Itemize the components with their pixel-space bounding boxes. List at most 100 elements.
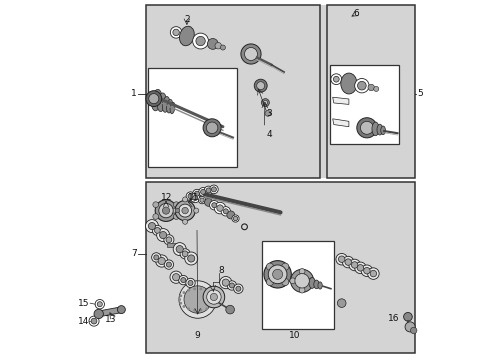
Circle shape xyxy=(187,307,190,310)
Ellipse shape xyxy=(380,126,385,135)
Circle shape xyxy=(220,45,225,50)
Circle shape xyxy=(194,191,199,196)
Circle shape xyxy=(166,237,171,243)
Circle shape xyxy=(264,111,270,116)
Circle shape xyxy=(193,287,196,290)
Circle shape xyxy=(354,262,366,274)
Circle shape xyxy=(199,309,202,312)
Circle shape xyxy=(187,194,193,199)
Circle shape xyxy=(155,255,167,267)
Circle shape xyxy=(299,269,305,274)
Circle shape xyxy=(338,256,344,262)
Text: 5: 5 xyxy=(416,89,422,98)
Ellipse shape xyxy=(340,73,356,94)
Ellipse shape xyxy=(308,278,315,288)
Circle shape xyxy=(148,94,159,104)
Circle shape xyxy=(171,208,176,213)
Circle shape xyxy=(290,269,313,292)
Circle shape xyxy=(193,309,196,312)
Circle shape xyxy=(153,202,158,207)
Text: 12: 12 xyxy=(161,193,172,202)
Bar xyxy=(261,241,334,329)
Text: 2: 2 xyxy=(183,15,189,24)
Bar xyxy=(329,65,399,144)
Circle shape xyxy=(373,86,378,91)
Ellipse shape xyxy=(371,122,378,136)
Text: 7: 7 xyxy=(130,249,136,258)
Circle shape xyxy=(219,276,231,289)
Circle shape xyxy=(360,121,373,134)
Circle shape xyxy=(192,195,197,201)
Circle shape xyxy=(356,265,363,271)
Circle shape xyxy=(170,27,182,38)
Circle shape xyxy=(367,84,374,91)
Circle shape xyxy=(152,225,162,235)
Text: 3: 3 xyxy=(265,109,271,118)
Circle shape xyxy=(187,289,190,292)
Circle shape xyxy=(226,211,234,219)
Bar xyxy=(148,68,237,167)
Circle shape xyxy=(356,118,376,138)
Bar xyxy=(145,5,415,178)
Ellipse shape xyxy=(157,93,166,112)
Circle shape xyxy=(409,327,416,334)
Circle shape xyxy=(281,263,288,270)
Circle shape xyxy=(210,293,217,301)
Circle shape xyxy=(204,186,212,195)
Circle shape xyxy=(263,100,267,105)
Circle shape xyxy=(166,262,171,267)
Circle shape xyxy=(210,305,212,308)
Circle shape xyxy=(351,262,357,268)
Circle shape xyxy=(210,291,212,294)
Circle shape xyxy=(214,202,225,214)
Circle shape xyxy=(182,207,188,214)
Circle shape xyxy=(214,298,217,301)
Text: 8: 8 xyxy=(218,266,224,275)
Circle shape xyxy=(154,228,160,233)
Text: 1: 1 xyxy=(130,89,136,98)
Circle shape xyxy=(227,281,236,290)
Circle shape xyxy=(211,203,216,208)
Bar xyxy=(145,5,320,178)
Circle shape xyxy=(337,299,346,307)
Bar xyxy=(167,243,180,247)
Circle shape xyxy=(233,216,237,221)
Circle shape xyxy=(159,203,173,218)
Circle shape xyxy=(333,76,339,82)
Circle shape xyxy=(145,220,158,233)
Ellipse shape xyxy=(151,89,162,111)
Bar xyxy=(145,182,415,353)
Circle shape xyxy=(264,261,291,288)
Text: 14: 14 xyxy=(78,317,89,325)
Circle shape xyxy=(176,246,183,253)
Circle shape xyxy=(182,251,187,257)
Circle shape xyxy=(308,278,314,284)
Text: 13: 13 xyxy=(104,315,116,324)
Text: 6: 6 xyxy=(352,9,358,18)
Circle shape xyxy=(192,33,208,49)
Circle shape xyxy=(244,48,257,60)
Circle shape xyxy=(95,300,104,309)
Circle shape xyxy=(344,259,351,265)
Circle shape xyxy=(178,275,187,285)
Ellipse shape xyxy=(313,280,319,289)
Circle shape xyxy=(213,294,216,297)
Circle shape xyxy=(209,185,218,194)
Text: 10: 10 xyxy=(288,331,300,340)
Circle shape xyxy=(198,197,205,204)
Circle shape xyxy=(163,235,174,245)
Circle shape xyxy=(266,278,273,285)
Circle shape xyxy=(185,278,195,288)
Circle shape xyxy=(178,298,181,301)
Circle shape xyxy=(158,257,165,265)
Circle shape xyxy=(206,122,218,134)
Circle shape xyxy=(184,252,197,265)
Circle shape xyxy=(193,208,199,213)
Circle shape xyxy=(348,259,360,271)
Circle shape xyxy=(182,219,187,224)
Circle shape xyxy=(206,290,221,304)
Circle shape xyxy=(256,82,264,90)
Circle shape xyxy=(173,214,179,220)
Circle shape xyxy=(299,287,305,293)
Circle shape xyxy=(266,263,273,270)
